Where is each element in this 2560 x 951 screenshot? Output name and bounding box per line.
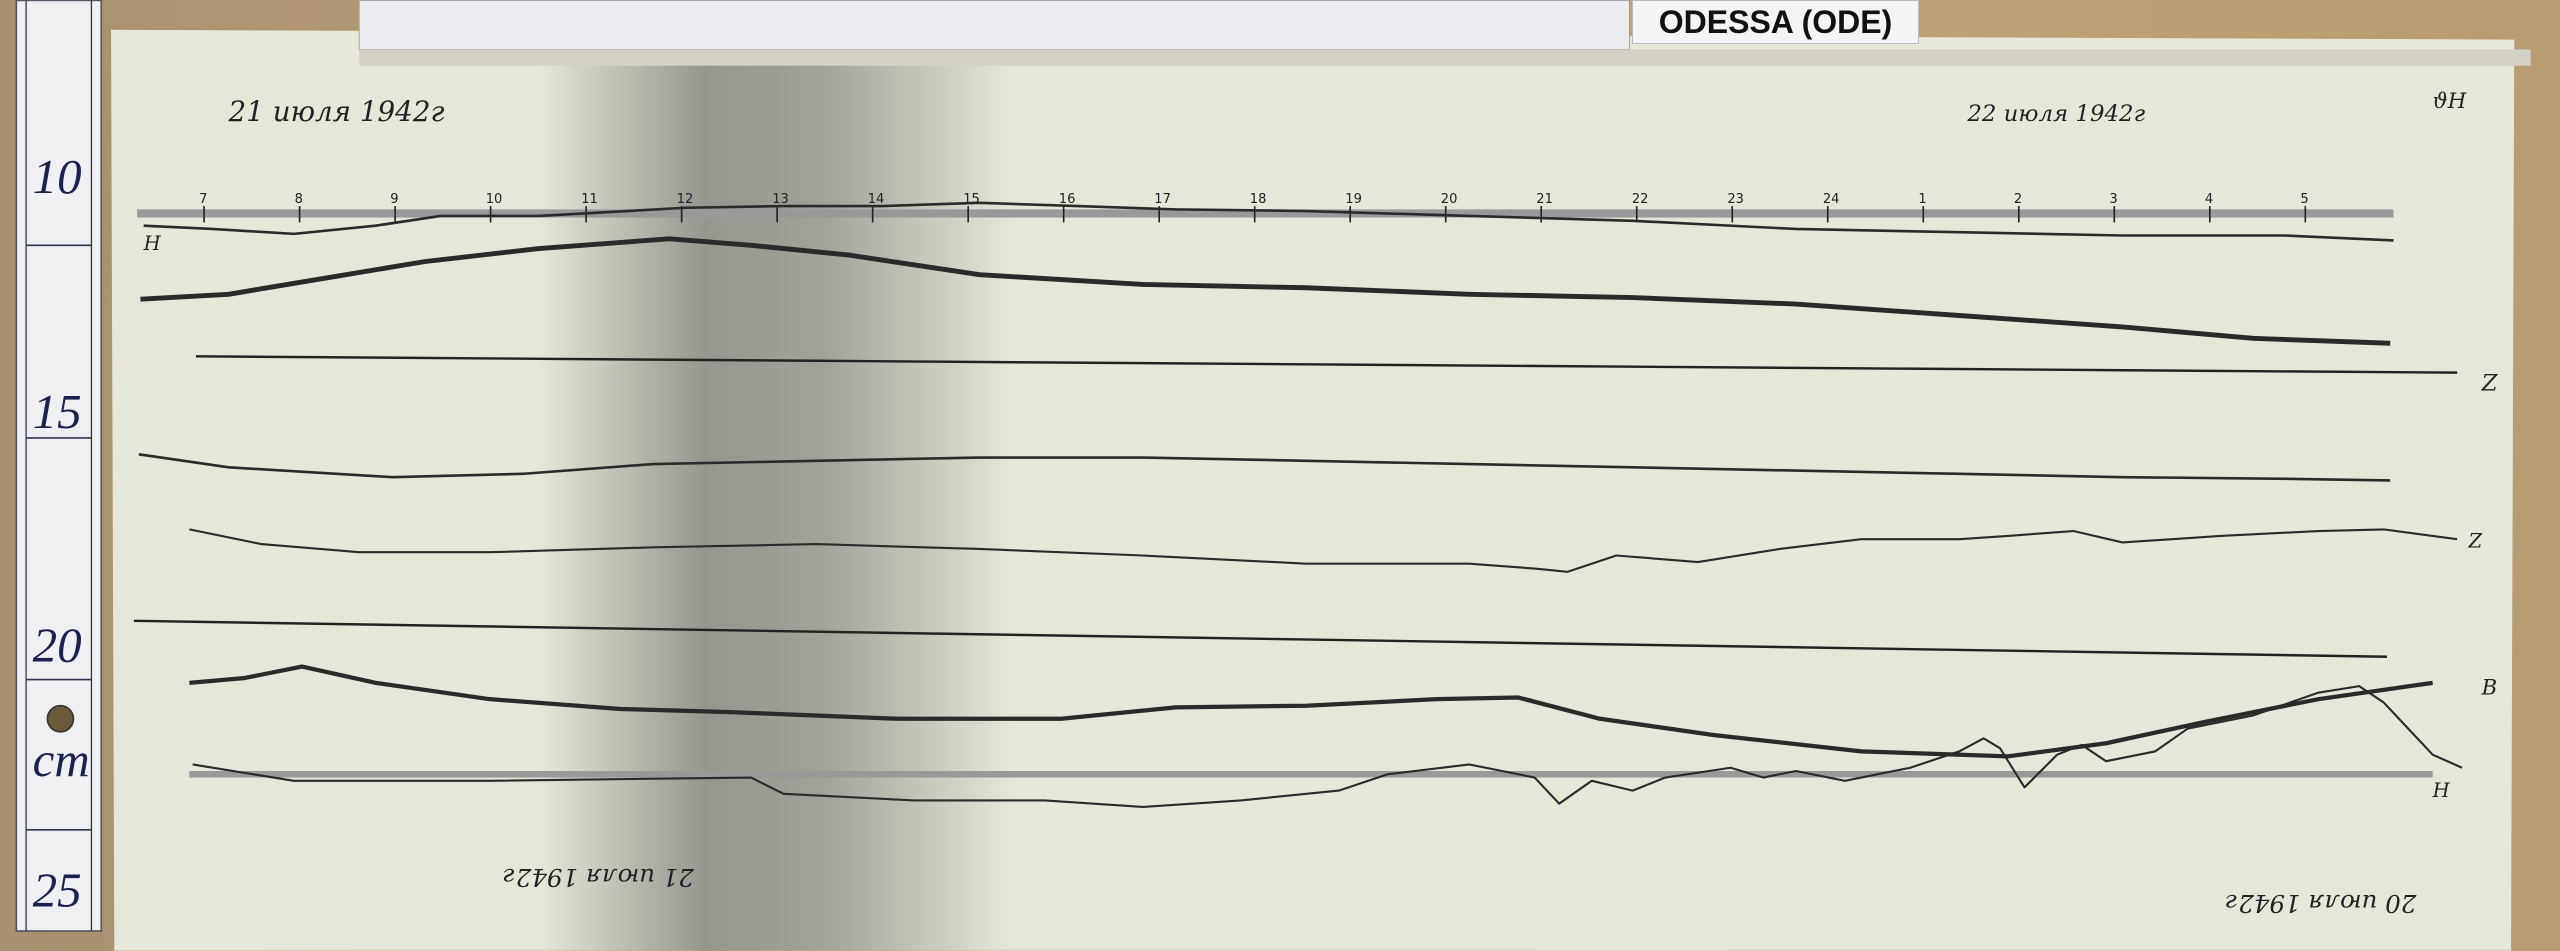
time-tick-label: 9 bbox=[390, 192, 398, 207]
time-tick-label: 20 bbox=[1441, 192, 1458, 207]
right-label-b: B bbox=[2481, 675, 2498, 700]
time-tick-label: 11 bbox=[581, 192, 598, 207]
time-tick-label: 3 bbox=[2109, 192, 2117, 207]
time-tick-labels: 7 8 9 10 11 12 13 14 15 16 17 18 19 20 21 22 23 24 1 2 3 4 5 bbox=[199, 192, 2309, 223]
time-tick-label: 13 bbox=[772, 192, 789, 207]
time-tick-label: 19 bbox=[1345, 192, 1362, 207]
time-tick-label: 22 bbox=[1632, 192, 1649, 207]
trace-label-h: H bbox=[143, 232, 162, 255]
time-tick-label: 18 bbox=[1250, 192, 1267, 207]
ruler-unit: cm bbox=[33, 732, 90, 787]
date-bottom-left-inverted: 21 июля 1942г bbox=[503, 863, 695, 892]
ruler-mark-10: 10 bbox=[33, 149, 82, 204]
time-tick-label: 12 bbox=[677, 192, 694, 207]
ruler-mark-25: 25 bbox=[33, 863, 82, 918]
time-tick-label: 7 bbox=[199, 192, 207, 207]
time-tick-label: 10 bbox=[486, 192, 503, 207]
time-tick-label: 16 bbox=[1059, 192, 1076, 207]
date-top-right: 22 июля 1942г bbox=[1966, 101, 2145, 127]
cover-sheet bbox=[358, 0, 1630, 50]
baseline-b bbox=[133, 619, 2387, 658]
time-tick-label: 5 bbox=[2300, 192, 2308, 207]
pin-icon bbox=[46, 704, 75, 733]
trace-z bbox=[138, 452, 2391, 482]
trace-h-top bbox=[143, 201, 2394, 242]
time-tick-label: 2 bbox=[2014, 192, 2022, 207]
time-scale-top bbox=[137, 209, 2394, 218]
time-tick-label: 1 bbox=[1918, 192, 1926, 207]
trace-h-bottom bbox=[192, 685, 2463, 808]
time-tick-label: 21 bbox=[1536, 192, 1553, 207]
trace-d bbox=[140, 236, 2391, 346]
ruler-mark-20: 20 bbox=[33, 618, 82, 673]
time-tick-label: 14 bbox=[868, 192, 885, 207]
trace-z2 bbox=[189, 528, 2458, 573]
right-label-h: H bbox=[2432, 779, 2451, 802]
date-bottom-right-inverted: 20 июля 1942г bbox=[2225, 889, 2417, 918]
right-label-z2: Z bbox=[2468, 529, 2483, 552]
code-top-right: ϑH bbox=[2433, 89, 2467, 114]
time-tick-label: 8 bbox=[295, 192, 303, 207]
time-tick-label: 4 bbox=[2205, 192, 2213, 207]
time-tick-label: 17 bbox=[1154, 192, 1171, 207]
date-top-left: 21 июля 1942г bbox=[228, 95, 445, 128]
time-tick-label: 23 bbox=[1727, 192, 1744, 207]
photographic-paper bbox=[111, 29, 2515, 951]
time-tick-label: 24 bbox=[1823, 192, 1840, 207]
time-scale-bottom bbox=[189, 771, 2433, 778]
baseline-z bbox=[195, 355, 2458, 374]
ruler-mark-15: 15 bbox=[33, 384, 82, 439]
station-label: ODESSA (ODE) bbox=[1632, 0, 1919, 44]
cm-ruler bbox=[15, 0, 103, 932]
right-label-z1: Z bbox=[2481, 371, 2499, 397]
